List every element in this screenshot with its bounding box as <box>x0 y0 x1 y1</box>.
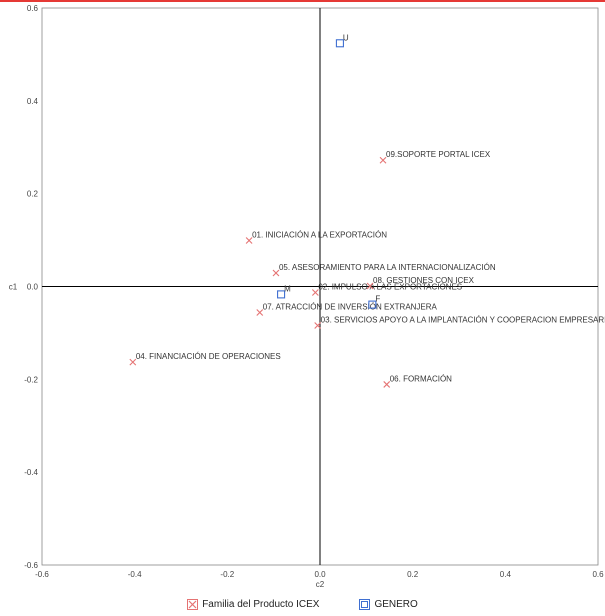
point-label: 05. ASESORAMIENTO PARA LA INTERNACIONALI… <box>279 263 496 272</box>
x-tick-label: -0.4 <box>128 570 142 579</box>
x-axis-title: c2 <box>316 580 325 589</box>
familia-point[interactable]: 09.SOPORTE PORTAL ICEX <box>379 150 491 164</box>
familia-point[interactable]: 03. SERVICIOS APOYO A LA IMPLANTACIÓN Y … <box>314 315 605 329</box>
x-marker-stroke <box>366 282 374 290</box>
y-tick-label: -0.4 <box>24 468 38 477</box>
x-marker-stroke <box>256 309 264 316</box>
x-marker-stroke <box>383 381 391 388</box>
x-tick-label: -0.6 <box>35 570 49 579</box>
x-tick-label: 0.2 <box>407 570 419 579</box>
y-tick-label: -0.2 <box>24 375 38 384</box>
point-label: 08. GESTIONES CON ICEX <box>373 276 475 285</box>
point-label: 06. FORMACIÓN <box>390 374 452 383</box>
y-tick-labels: 0.6 0.4 0.2 0.0 -0.2 -0.4 -0.6 <box>24 4 38 570</box>
x-tick-labels: -0.6 -0.4 -0.2 0.0 0.2 0.4 0.6 <box>35 570 604 579</box>
familia-point[interactable]: 06. FORMACIÓN <box>383 374 452 388</box>
x-tick-label: 0.6 <box>592 570 604 579</box>
genero-point[interactable]: M <box>277 284 292 299</box>
x-marker-stroke <box>245 237 253 244</box>
point-label: U <box>343 33 349 42</box>
point-label: 04. FINANCIACIÓN DE OPERACIONES <box>136 352 281 361</box>
familia-point[interactable]: 02. IMPULSO A LAS EXPORTACIONES <box>311 283 462 296</box>
point-label: 01. INICIACIÓN A LA EXPORTACIÓN <box>252 231 387 240</box>
square-marker-icon <box>359 598 371 610</box>
x-marker-stroke <box>379 156 387 164</box>
legend-label-genero: GENERO <box>374 598 418 610</box>
point-label: M <box>284 284 291 293</box>
point-label: 09.SOPORTE PORTAL ICEX <box>386 150 491 159</box>
familia-point[interactable]: 08. GESTIONES CON ICEX <box>366 276 475 290</box>
y-tick-label: 0.6 <box>27 4 39 13</box>
x-tick-label: 0.0 <box>314 570 326 579</box>
point-label: 02. IMPULSO A LAS EXPORTACIONES <box>318 283 462 292</box>
top-accent-bar <box>0 0 605 2</box>
genero-point[interactable]: F <box>368 295 381 309</box>
x-marker-stroke <box>314 322 322 329</box>
legend-label-familia: Familia del Producto ICEX <box>202 598 320 610</box>
x-marker-stroke <box>272 269 280 277</box>
familia-point[interactable]: 07. ATRACCIÓN DE INVERSIÓN EXTRANJERA <box>256 302 438 316</box>
x-marker-icon <box>187 598 199 610</box>
y-axis-title: c1 <box>9 283 18 292</box>
scatter-plot: -0.6 -0.4 -0.2 0.0 0.2 0.4 0.6 0.60.40.20.0-0.… <box>9 4 605 589</box>
square-marker <box>277 290 286 299</box>
y-tick-label: -0.6 <box>24 561 38 570</box>
y-tick-label: 0.2 <box>27 190 39 199</box>
legend: Familia del Producto ICEX GENERO <box>0 594 605 614</box>
square-marker <box>368 300 377 309</box>
x-marker-stroke <box>129 358 137 366</box>
point-label: F <box>375 295 380 304</box>
y-tick-label: 0.4 <box>27 97 39 106</box>
y-tick-label: 0.0 <box>27 283 39 292</box>
x-tick-label: -0.2 <box>220 570 234 579</box>
point-label: 03. SERVICIOS APOYO A LA IMPLANTACIÓN Y … <box>321 315 605 324</box>
square-marker <box>335 39 344 48</box>
genero-point[interactable]: U <box>335 33 349 48</box>
x-marker-stroke <box>311 289 319 296</box>
familia-point[interactable]: 05. ASESORAMIENTO PARA LA INTERNACIONALI… <box>272 263 496 277</box>
x-tick-label: 0.4 <box>500 570 512 579</box>
point-label: 07. ATRACCIÓN DE INVERSIÓN EXTRANJERA <box>263 302 438 311</box>
familia-point[interactable]: 01. INICIACIÓN A LA EXPORTACIÓN <box>245 231 387 244</box>
legend-item-genero[interactable]: GENERO <box>359 598 418 610</box>
data-points: 01. INICIACIÓN A LA EXPORTACIÓN 02. IMPUL… <box>129 33 605 388</box>
familia-point[interactable]: 04. FINANCIACIÓN DE OPERACIONES <box>129 352 281 366</box>
legend-item-familia[interactable]: Familia del Producto ICEX <box>187 598 320 610</box>
